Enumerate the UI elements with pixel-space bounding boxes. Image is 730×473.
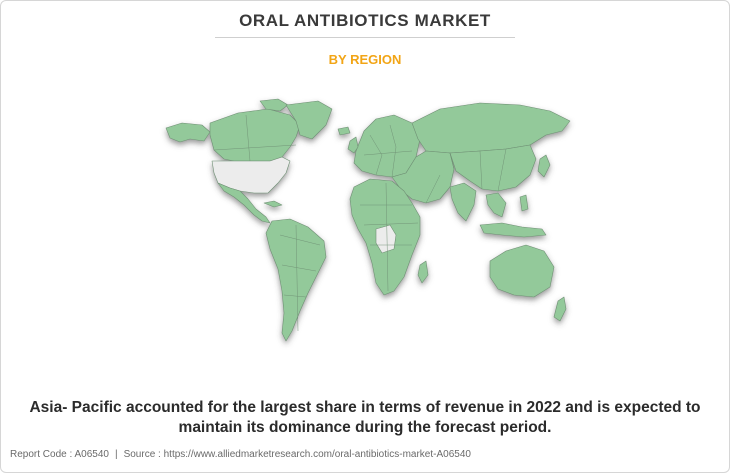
region-mexico-central-america (217, 182, 271, 224)
region-australia (489, 244, 555, 298)
chart-title: ORAL ANTIBIOTICS MARKET (239, 11, 491, 30)
region-uk-ireland (347, 136, 359, 154)
region-philippines (519, 194, 529, 212)
region-highlight-africa (375, 224, 397, 254)
region-canada (209, 108, 301, 162)
region-caribbean (263, 200, 283, 208)
region-new-zealand (553, 296, 567, 322)
region-russia (411, 102, 571, 154)
title-divider (215, 37, 515, 38)
region-south-america (265, 218, 327, 342)
border-lines-europe (363, 124, 413, 178)
region-southeast-asia (485, 192, 507, 218)
region-china (449, 144, 537, 192)
region-middle-east (391, 150, 455, 204)
region-india (449, 182, 477, 222)
region-madagascar (417, 260, 429, 284)
region-iceland (337, 126, 351, 136)
world-map (165, 98, 571, 342)
footer-separator: | (114, 449, 118, 460)
caption-line-2: maintain its dominance during the foreca… (178, 419, 552, 436)
chart-subtitle: BY REGION (328, 52, 402, 67)
region-alaska (165, 122, 211, 143)
source-link[interactable]: Source : https://www.alliedmarketresearc… (123, 449, 471, 460)
border-lines-north-america (213, 114, 297, 162)
region-japan (537, 154, 551, 178)
footer: Report Code : A06540 | Source : https://ww… (10, 449, 471, 460)
caption-line-1: Asia- Pacific accounted for the largest … (29, 399, 701, 416)
border-lines-africa (360, 182, 419, 292)
region-arctic-islands (259, 98, 289, 112)
border-lines-south-america (279, 224, 321, 332)
region-indonesia (479, 222, 547, 238)
region-greenland (285, 100, 333, 140)
report-code: Report Code : A06540 (10, 449, 109, 460)
border-lines-asia (425, 148, 507, 204)
caption: Asia- Pacific accounted for the largest … (0, 398, 730, 438)
